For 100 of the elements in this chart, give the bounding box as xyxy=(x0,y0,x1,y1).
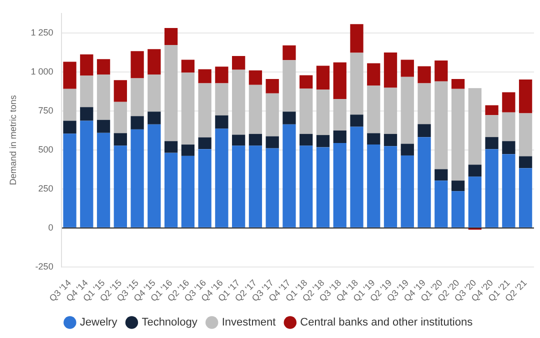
bar xyxy=(518,156,532,168)
bar xyxy=(502,112,516,142)
y-tick-label: 750 xyxy=(38,105,54,116)
bar xyxy=(130,129,144,228)
bar xyxy=(350,114,364,127)
legend-label: Technology xyxy=(142,316,198,329)
bar xyxy=(300,146,313,228)
bar xyxy=(468,164,482,177)
bar xyxy=(485,137,498,150)
bar xyxy=(400,155,414,228)
bar xyxy=(164,45,178,142)
bar xyxy=(164,141,178,153)
bar xyxy=(148,74,161,112)
bar xyxy=(434,169,448,181)
legend-label: Central banks and other institutions xyxy=(300,316,474,329)
bar xyxy=(215,115,228,129)
bar xyxy=(350,24,364,53)
bar xyxy=(63,62,76,89)
bar xyxy=(96,120,110,133)
bar xyxy=(232,134,246,146)
bar xyxy=(418,83,431,124)
bar xyxy=(485,105,498,116)
bar xyxy=(96,132,110,228)
bar xyxy=(80,120,94,228)
bar xyxy=(400,76,414,144)
bar xyxy=(434,81,448,170)
bar xyxy=(232,146,246,228)
bar xyxy=(130,78,144,116)
bar xyxy=(468,88,482,165)
y-tick-label: 0 xyxy=(48,222,54,232)
bar xyxy=(333,99,346,131)
bar xyxy=(114,102,127,134)
bar xyxy=(502,141,516,154)
bar xyxy=(451,191,465,228)
bar xyxy=(232,70,246,135)
y-tick-label: 500 xyxy=(38,144,54,154)
bar xyxy=(316,66,330,90)
bar xyxy=(451,180,465,192)
bar xyxy=(400,60,414,77)
bar xyxy=(316,90,330,136)
bar xyxy=(80,76,94,108)
bar xyxy=(418,137,431,228)
bar xyxy=(468,176,482,228)
bar xyxy=(282,124,296,228)
bar xyxy=(63,134,76,228)
bar xyxy=(198,149,212,228)
bar xyxy=(367,86,380,134)
bar xyxy=(451,79,465,89)
bar xyxy=(485,115,498,138)
bar xyxy=(181,144,195,156)
bar xyxy=(300,75,313,89)
bar xyxy=(96,59,110,75)
bar xyxy=(350,52,364,115)
bar xyxy=(181,156,195,228)
bar xyxy=(266,79,279,94)
y-axis-title: Demand in metric tons xyxy=(8,94,18,186)
bar xyxy=(333,142,346,228)
bar xyxy=(164,152,178,228)
bar xyxy=(485,149,498,228)
bar xyxy=(282,112,296,124)
bar xyxy=(518,168,532,228)
bar xyxy=(266,93,279,136)
bar xyxy=(114,146,127,228)
bar xyxy=(198,69,212,84)
bar xyxy=(350,126,364,228)
bar xyxy=(63,120,76,134)
bar xyxy=(148,49,161,75)
bar xyxy=(418,124,431,138)
bar xyxy=(434,180,448,228)
bar xyxy=(248,84,262,134)
y-tick-label: -250 xyxy=(35,261,54,272)
bar xyxy=(333,130,346,143)
bar xyxy=(316,147,330,228)
bar xyxy=(130,51,144,78)
bar xyxy=(80,54,94,76)
bar xyxy=(198,83,212,138)
bar xyxy=(518,80,532,114)
bar xyxy=(215,66,228,84)
bar xyxy=(248,70,262,85)
bar xyxy=(451,88,465,181)
bar xyxy=(63,88,76,121)
bar xyxy=(164,28,178,46)
bar xyxy=(367,133,380,145)
bar xyxy=(114,80,127,102)
bar xyxy=(502,92,516,112)
bar xyxy=(181,72,195,145)
bar xyxy=(215,128,228,228)
bar xyxy=(400,144,414,156)
bar xyxy=(384,146,398,228)
bar xyxy=(316,135,330,148)
bar xyxy=(232,56,246,70)
y-tick-label: 1 250 xyxy=(30,27,54,38)
bar xyxy=(130,116,144,130)
bar xyxy=(367,63,380,86)
bar xyxy=(266,148,279,228)
bar xyxy=(384,134,398,146)
bar xyxy=(300,88,313,134)
bar xyxy=(282,45,296,60)
bar xyxy=(198,137,212,150)
bar xyxy=(518,113,532,156)
